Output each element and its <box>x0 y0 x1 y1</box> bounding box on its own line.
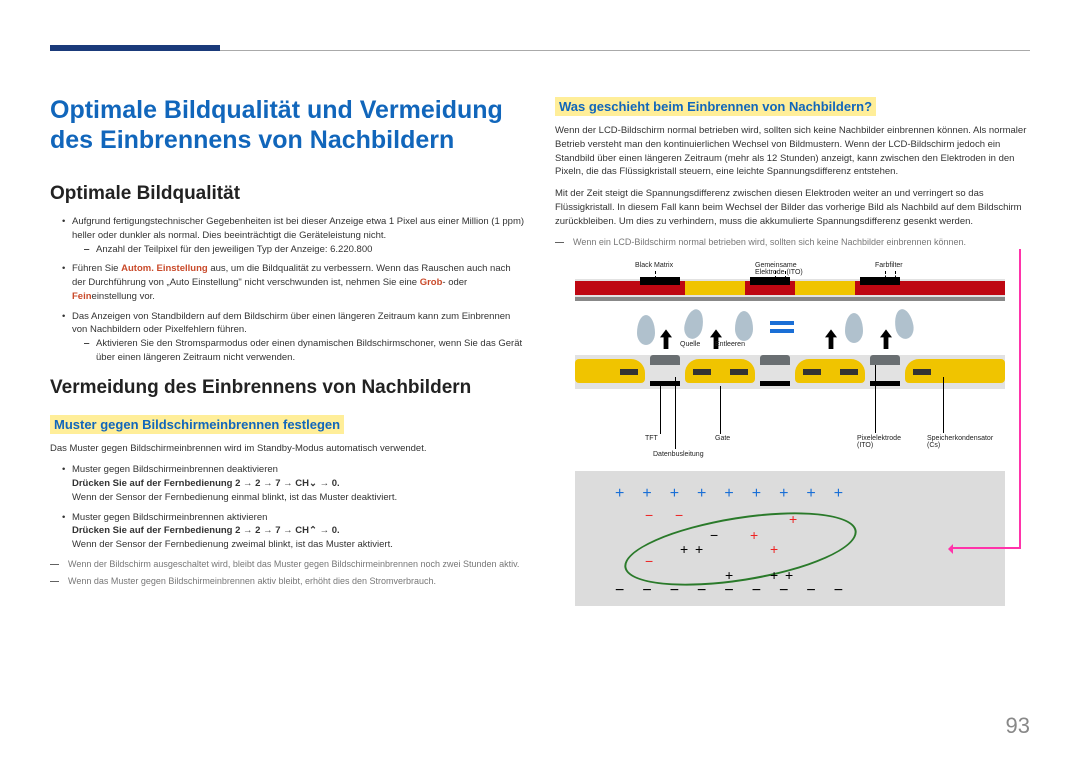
label-storage-cap: Speicherkondensator (Cs) <box>927 435 997 449</box>
bullet-deactivate: Muster gegen Bildschirmeinbrennen deakti… <box>62 463 525 504</box>
section-avoid-burn-in: Vermeidung des Einbrennens von Nachbilde… <box>50 377 525 399</box>
label-source: Quelle <box>680 341 700 348</box>
page-number: 93 <box>1006 713 1030 739</box>
top-rule <box>50 50 1030 51</box>
label-databus: Datenbusleitung <box>653 451 704 458</box>
lcd-cross-section-diagram: Black Matrix Gemeinsame Elektrode (ITO) … <box>575 259 1005 459</box>
subpixel-count: Anzahl der Teilpixel für den jeweiligen … <box>84 243 525 257</box>
burn-in-explanation-2: Mit der Zeit steigt die Spannungsdiffere… <box>555 187 1030 228</box>
two-column-layout: Optimale Bildqualität und Vermeidung des… <box>50 71 1030 606</box>
pattern-intro: Das Muster gegen Bildschirmeinbrennen wi… <box>50 442 525 456</box>
label-drain: Entleeren <box>715 341 745 348</box>
positive-charges: +++++++++ <box>615 485 861 503</box>
powersave-advice: Aktivieren Sie den Stromsparmodus oder e… <box>84 337 525 365</box>
section-optimal-quality: Optimale Bildqualität <box>50 183 525 205</box>
subsection-pattern: Muster gegen Bildschirmeinbrennen festle… <box>50 415 344 434</box>
note-normal-operation: Wenn ein LCD-Bildschirm normal betrieben… <box>555 236 1030 249</box>
page-title: Optimale Bildqualität und Vermeidung des… <box>50 95 525 155</box>
pink-arrow <box>951 547 1021 549</box>
bullet-pixel-tolerance: Aufgrund fertigungstechnischer Gegebenhe… <box>62 215 525 256</box>
note-two-hours: Wenn der Bildschirm ausgeschaltet wird, … <box>50 558 525 571</box>
bullet-still-image-warning: Das Anzeigen von Standbildern auf dem Bi… <box>62 310 525 365</box>
label-gate: Gate <box>715 435 730 442</box>
note-power-use: Wenn das Muster gegen Bildschirmeinbrenn… <box>50 575 525 588</box>
bullet-auto-adjust: Führen Sie Autom. Einstellung aus, um di… <box>62 262 525 303</box>
left-column: Optimale Bildqualität und Vermeidung des… <box>50 71 525 606</box>
label-tft: TFT <box>645 435 658 442</box>
bullet-activate: Muster gegen Bildschirmeinbrennen aktivi… <box>62 511 525 552</box>
right-column: Was geschieht beim Einbrennen von Nachbi… <box>555 71 1030 606</box>
label-color-filter: Farbfilter <box>875 262 903 269</box>
subsection-what-happens: Was geschieht beim Einbrennen von Nachbi… <box>555 97 876 116</box>
label-pixel-electrode: Pixelelektrode (ITO) <box>857 435 913 449</box>
label-black-matrix: Black Matrix <box>635 262 673 269</box>
negative-charges: −−−−−−−−− <box>615 582 861 600</box>
voltage-field-diagram: +++++++++ − − + − − + + + + + + + −−−−−−… <box>575 471 1005 606</box>
burn-in-explanation-1: Wenn der LCD-Bildschirm normal betrieben… <box>555 124 1030 179</box>
